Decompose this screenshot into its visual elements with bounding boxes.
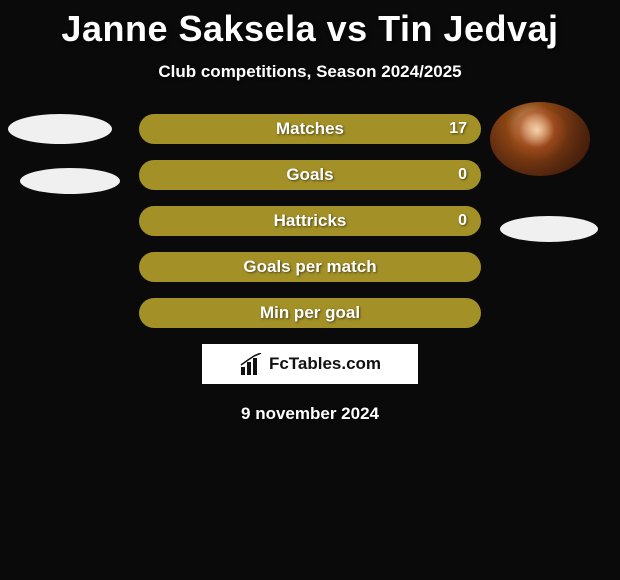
stat-row-min-per-goal: Min per goal: [139, 298, 481, 328]
stat-label: Hattricks: [139, 206, 481, 236]
footer-date: 9 november 2024: [0, 404, 620, 424]
player-left-avatar-placeholder-1: [8, 114, 112, 144]
stat-value-right: 0: [458, 206, 467, 236]
player-right-avatar-placeholder: [500, 216, 598, 242]
stat-value-right: 17: [449, 114, 467, 144]
stat-row-goals: Goals 0: [139, 160, 481, 190]
comparison-content: Matches 17 Goals 0 Hattricks 0 Goals per…: [0, 114, 620, 424]
branding-box[interactable]: FcTables.com: [202, 344, 418, 384]
stat-row-goals-per-match: Goals per match: [139, 252, 481, 282]
stat-row-hattricks: Hattricks 0: [139, 206, 481, 236]
stat-label: Matches: [139, 114, 481, 144]
branding-text: FcTables.com: [269, 354, 381, 374]
fctables-bars-icon: [239, 353, 263, 375]
stat-value-right: 0: [458, 160, 467, 190]
stat-label: Goals: [139, 160, 481, 190]
stat-bars: Matches 17 Goals 0 Hattricks 0 Goals per…: [139, 114, 481, 328]
comparison-subtitle: Club competitions, Season 2024/2025: [0, 62, 620, 82]
comparison-title: Janne Saksela vs Tin Jedvaj: [0, 0, 620, 50]
player-left-avatar-placeholder-2: [20, 168, 120, 194]
player-right-avatar: [490, 102, 590, 176]
stat-label: Goals per match: [139, 252, 481, 282]
stat-label: Min per goal: [139, 298, 481, 328]
stat-row-matches: Matches 17: [139, 114, 481, 144]
